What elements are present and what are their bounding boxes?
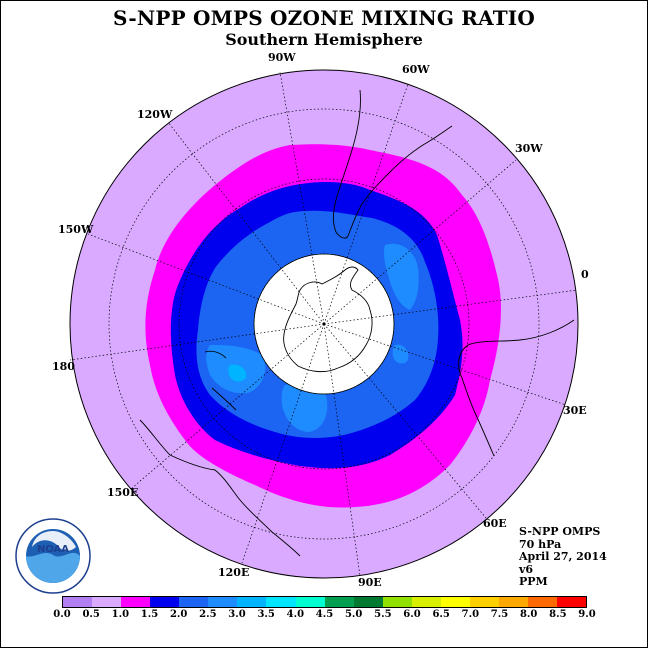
colorbar-segment bbox=[557, 597, 587, 607]
info-version: v6 bbox=[519, 562, 534, 576]
map-title: S-NPP OMPS OZONE MIXING RATIO bbox=[113, 6, 535, 30]
colorbar-tick-label: 8.5 bbox=[549, 609, 567, 620]
colorbar-tick-label: 8.0 bbox=[519, 609, 538, 620]
colorbar-segment bbox=[498, 597, 528, 607]
contour-patch-light-d bbox=[392, 344, 409, 364]
colorbar-segment bbox=[208, 597, 238, 607]
contour-patch-light-b bbox=[281, 382, 328, 432]
lon-label-0: 0 bbox=[581, 268, 589, 281]
colorbar-segment bbox=[353, 597, 383, 607]
contour-patch-cyan bbox=[228, 364, 247, 382]
colorbar-segment bbox=[440, 597, 470, 607]
colorbar-segment bbox=[237, 597, 267, 607]
noaa-logo-text: NOAA bbox=[37, 544, 69, 555]
graticule bbox=[69, 71, 578, 577]
colorbar-segment bbox=[266, 597, 296, 607]
colorbar-segment bbox=[382, 597, 412, 607]
lon-label-30w: 30W bbox=[515, 142, 543, 155]
lon-label-120e: 120E bbox=[218, 566, 249, 579]
lon-label-90w: 90W bbox=[268, 51, 296, 64]
colorbar bbox=[62, 596, 587, 608]
lon-label-120w: 120W bbox=[137, 108, 173, 121]
info-units: PPM bbox=[519, 575, 548, 588]
lon-label-60e: 60E bbox=[483, 517, 507, 530]
noaa-logo: NOAA bbox=[14, 517, 92, 595]
colorbar-tick-label: 1.0 bbox=[111, 609, 130, 620]
colorbar-tick-label: 5.5 bbox=[374, 609, 392, 620]
colorbar-tick-label: 4.5 bbox=[315, 609, 334, 620]
lon-label-30e: 30E bbox=[563, 404, 587, 417]
colorbar-tick-label: 3.5 bbox=[257, 609, 275, 620]
colorbar-segment bbox=[92, 597, 122, 607]
colorbar-segment bbox=[179, 597, 209, 607]
lon-label-180: 180 bbox=[52, 360, 75, 373]
colorbar-segment bbox=[150, 597, 180, 607]
map-subtitle: Southern Hemisphere bbox=[225, 30, 423, 49]
lon-label-60w: 60W bbox=[402, 63, 430, 76]
info-block: S-NPP OMPS 70 hPa April 27, 2014 v6 PPM bbox=[519, 525, 607, 589]
australia-coastline bbox=[139, 419, 301, 557]
colorbar-tick-label: 2.5 bbox=[199, 609, 217, 620]
info-instrument: S-NPP OMPS bbox=[519, 525, 601, 538]
colorbar-ticks: 0.0 0.5 1.0 1.5 2.0 2.5 3.0 3.5 4.0 4.5 5.0 5.5 6.0 6… bbox=[0, 609, 648, 623]
colorbar-tick-label: 5.0 bbox=[344, 609, 363, 620]
colorbar-segment bbox=[324, 597, 354, 607]
colorbar-segment bbox=[469, 597, 499, 607]
info-date: April 27, 2014 bbox=[519, 550, 607, 563]
colorbar-tick-label: 6.0 bbox=[403, 609, 421, 620]
colorbar-tick-label: 6.5 bbox=[432, 609, 450, 620]
colorbar-tick-label: 0.5 bbox=[82, 609, 100, 620]
colorbar-segment bbox=[295, 597, 325, 607]
africa-coastline bbox=[458, 319, 575, 457]
lon-label-150e: 150E bbox=[107, 486, 138, 499]
colorbar-tick-label: 4.0 bbox=[286, 609, 305, 620]
new-zealand-coastline bbox=[204, 350, 237, 411]
colorbar-tick-label: 7.5 bbox=[490, 609, 509, 620]
colorbar-segment bbox=[411, 597, 441, 607]
lon-label-90e: 90E bbox=[358, 576, 382, 589]
colorbar-tick-label: 1.5 bbox=[140, 609, 159, 620]
colorbar-segment bbox=[528, 597, 558, 607]
colorbar-tick-label: 7.0 bbox=[461, 609, 480, 620]
lon-label-150w: 150W bbox=[58, 223, 94, 236]
antarctica-coastline bbox=[283, 266, 373, 373]
info-level: 70 hPa bbox=[519, 537, 562, 551]
colorbar-tick-label: 9.0 bbox=[578, 609, 596, 620]
south-america-coastline bbox=[332, 89, 453, 239]
colorbar-tick-label: 2.0 bbox=[169, 609, 188, 620]
noaa-logo-graphic: NOAA bbox=[15, 518, 91, 594]
colorbar-segment bbox=[121, 597, 151, 607]
colorbar-segment bbox=[63, 597, 93, 607]
colorbar-tick-label: 0.0 bbox=[53, 609, 71, 620]
colorbar-tick-label: 3.0 bbox=[228, 609, 246, 620]
contour-patch-light-c bbox=[384, 243, 419, 310]
south-pole-marker bbox=[322, 322, 326, 326]
